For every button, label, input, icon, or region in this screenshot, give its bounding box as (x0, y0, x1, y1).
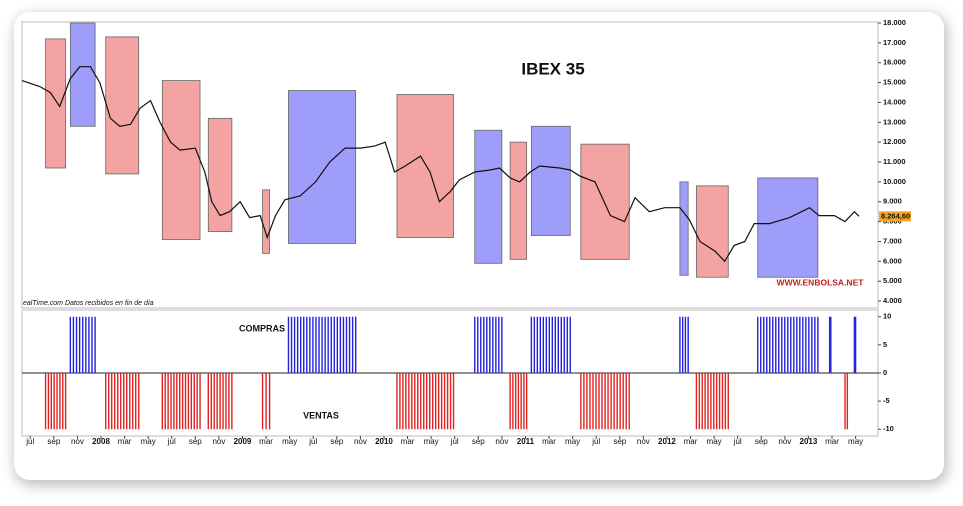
signal-zone (580, 143, 630, 260)
x-tick-label: mar (542, 437, 556, 446)
y-tick-label: 13.000 (883, 117, 906, 126)
signal-zone (262, 189, 271, 254)
signal-zone (474, 129, 503, 264)
watermark: WWW.ENBOLSA.NET (777, 277, 865, 287)
last-value-box (879, 211, 911, 222)
x-tick-label: sep (47, 437, 60, 446)
ventas-label: VENTAS (303, 410, 339, 420)
y-tick-label: 11.000 (883, 157, 906, 166)
signal-zone (161, 80, 201, 240)
x-tick-label: jul (167, 437, 176, 446)
x-tick-label: nov (637, 437, 650, 446)
x-tick-label: may (707, 437, 722, 446)
x-tick-label: 2009 (234, 437, 252, 446)
x-tick-label: 2013 (800, 437, 818, 446)
signal-zone (696, 185, 729, 278)
y-tick-label: 5 (883, 340, 887, 349)
signal-zone (396, 94, 454, 238)
x-tick-label: may (848, 437, 863, 446)
x-tick-label: may (282, 437, 297, 446)
x-tick-label: nov (495, 437, 508, 446)
signal-zone (757, 177, 819, 278)
x-tick-label: may (565, 437, 580, 446)
x-tick-label: sep (189, 437, 202, 446)
y-tick-label: 17.000 (883, 38, 906, 47)
signal-zone (530, 125, 571, 236)
y-tick-label: 5.000 (883, 276, 902, 285)
y-tick-label: 4.000 (883, 296, 902, 305)
x-tick-label: mar (825, 437, 839, 446)
x-tick-label: nov (71, 437, 84, 446)
chart-title: IBEX 35 (521, 59, 584, 78)
last-value-label: 8.264,60 (881, 211, 910, 220)
signal-zone (288, 90, 357, 244)
y-tick-label: 6.000 (883, 256, 902, 265)
x-tick-label: sep (472, 437, 485, 446)
plot-layer: 18.000 17.000 16.000 15.000 14.000 13.000 12.0… (21, 18, 911, 446)
x-tick-label: mar (118, 437, 132, 446)
y-tick-label: 0 (883, 368, 887, 377)
x-tick-label: mar (401, 437, 415, 446)
y-tick-label: 14.000 (883, 97, 906, 106)
y-tick-label: 10.000 (883, 177, 906, 186)
x-tick-label: jul (591, 437, 600, 446)
x-tick-label: 2010 (375, 437, 393, 446)
signal-zone (45, 38, 67, 169)
x-tick-label: nov (212, 437, 225, 446)
x-tick-label: nov (354, 437, 367, 446)
y-tick-label: -5 (883, 396, 890, 405)
x-tick-label: nov (778, 437, 791, 446)
y-tick-label: 7.000 (883, 236, 902, 245)
x-tick-label: sep (330, 437, 343, 446)
signal-zone (69, 22, 96, 127)
x-tick-label: 2008 (92, 437, 110, 446)
x-tick-label: jul (308, 437, 317, 446)
y-tick-label: 15.000 (883, 78, 906, 87)
signal-zone (509, 141, 528, 260)
y-tick-label: 10 (883, 312, 891, 321)
y-tick-label: 9.000 (883, 197, 902, 206)
x-tick-label: mar (684, 437, 698, 446)
signal-zone (679, 181, 689, 276)
signal-zone (105, 36, 140, 175)
x-tick-label: 2012 (658, 437, 676, 446)
price-line (21, 66, 860, 263)
compras-label: COMPRAS (239, 323, 285, 333)
x-tick-label: may (141, 437, 156, 446)
signal-zone (207, 117, 233, 232)
x-tick-label: jul (733, 437, 742, 446)
x-tick-label: sep (755, 437, 768, 446)
x-tick-label: jul (25, 437, 34, 446)
source-note: ealTime.com Datos recibidos en fin de dí… (23, 300, 154, 307)
y-tick-label: 16.000 (883, 58, 906, 67)
y-tick-label: -10 (883, 424, 894, 433)
x-tick-label: 2011 (517, 437, 535, 446)
x-tick-label: may (424, 437, 439, 446)
y-tick-label: 12.000 (883, 137, 906, 146)
x-tick-label: mar (259, 437, 273, 446)
y-tick-label: 18.000 (883, 18, 906, 27)
x-tick-label: jul (450, 437, 459, 446)
x-tick-label: sep (613, 437, 626, 446)
